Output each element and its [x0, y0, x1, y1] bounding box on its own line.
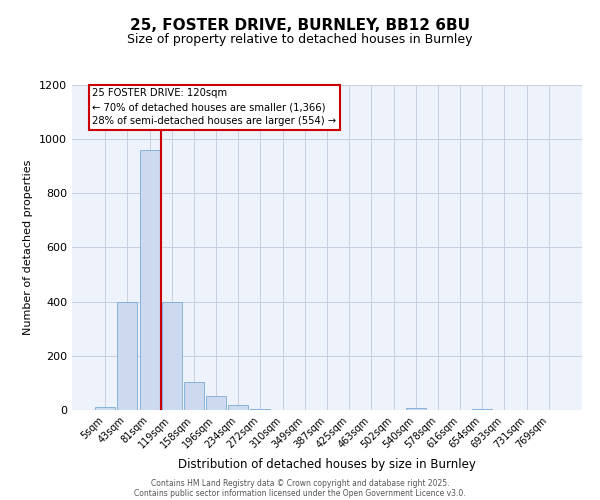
- Text: 25, FOSTER DRIVE, BURNLEY, BB12 6BU: 25, FOSTER DRIVE, BURNLEY, BB12 6BU: [130, 18, 470, 32]
- Bar: [140, 150, 160, 410]
- X-axis label: Distribution of detached houses by size in Burnley: Distribution of detached houses by size …: [178, 458, 476, 471]
- Bar: [406, 408, 426, 410]
- Bar: [250, 408, 271, 410]
- Bar: [162, 302, 182, 410]
- Bar: [95, 408, 115, 410]
- Bar: [206, 396, 226, 410]
- Text: 25 FOSTER DRIVE: 120sqm
← 70% of detached houses are smaller (1,366)
28% of semi: 25 FOSTER DRIVE: 120sqm ← 70% of detache…: [92, 88, 337, 126]
- Text: Contains public sector information licensed under the Open Government Licence v3: Contains public sector information licen…: [134, 488, 466, 498]
- Bar: [184, 382, 204, 410]
- Y-axis label: Number of detached properties: Number of detached properties: [23, 160, 34, 335]
- Bar: [118, 302, 137, 410]
- Text: Contains HM Land Registry data © Crown copyright and database right 2025.: Contains HM Land Registry data © Crown c…: [151, 478, 449, 488]
- Bar: [472, 408, 492, 410]
- Text: Size of property relative to detached houses in Burnley: Size of property relative to detached ho…: [127, 32, 473, 46]
- Bar: [228, 405, 248, 410]
